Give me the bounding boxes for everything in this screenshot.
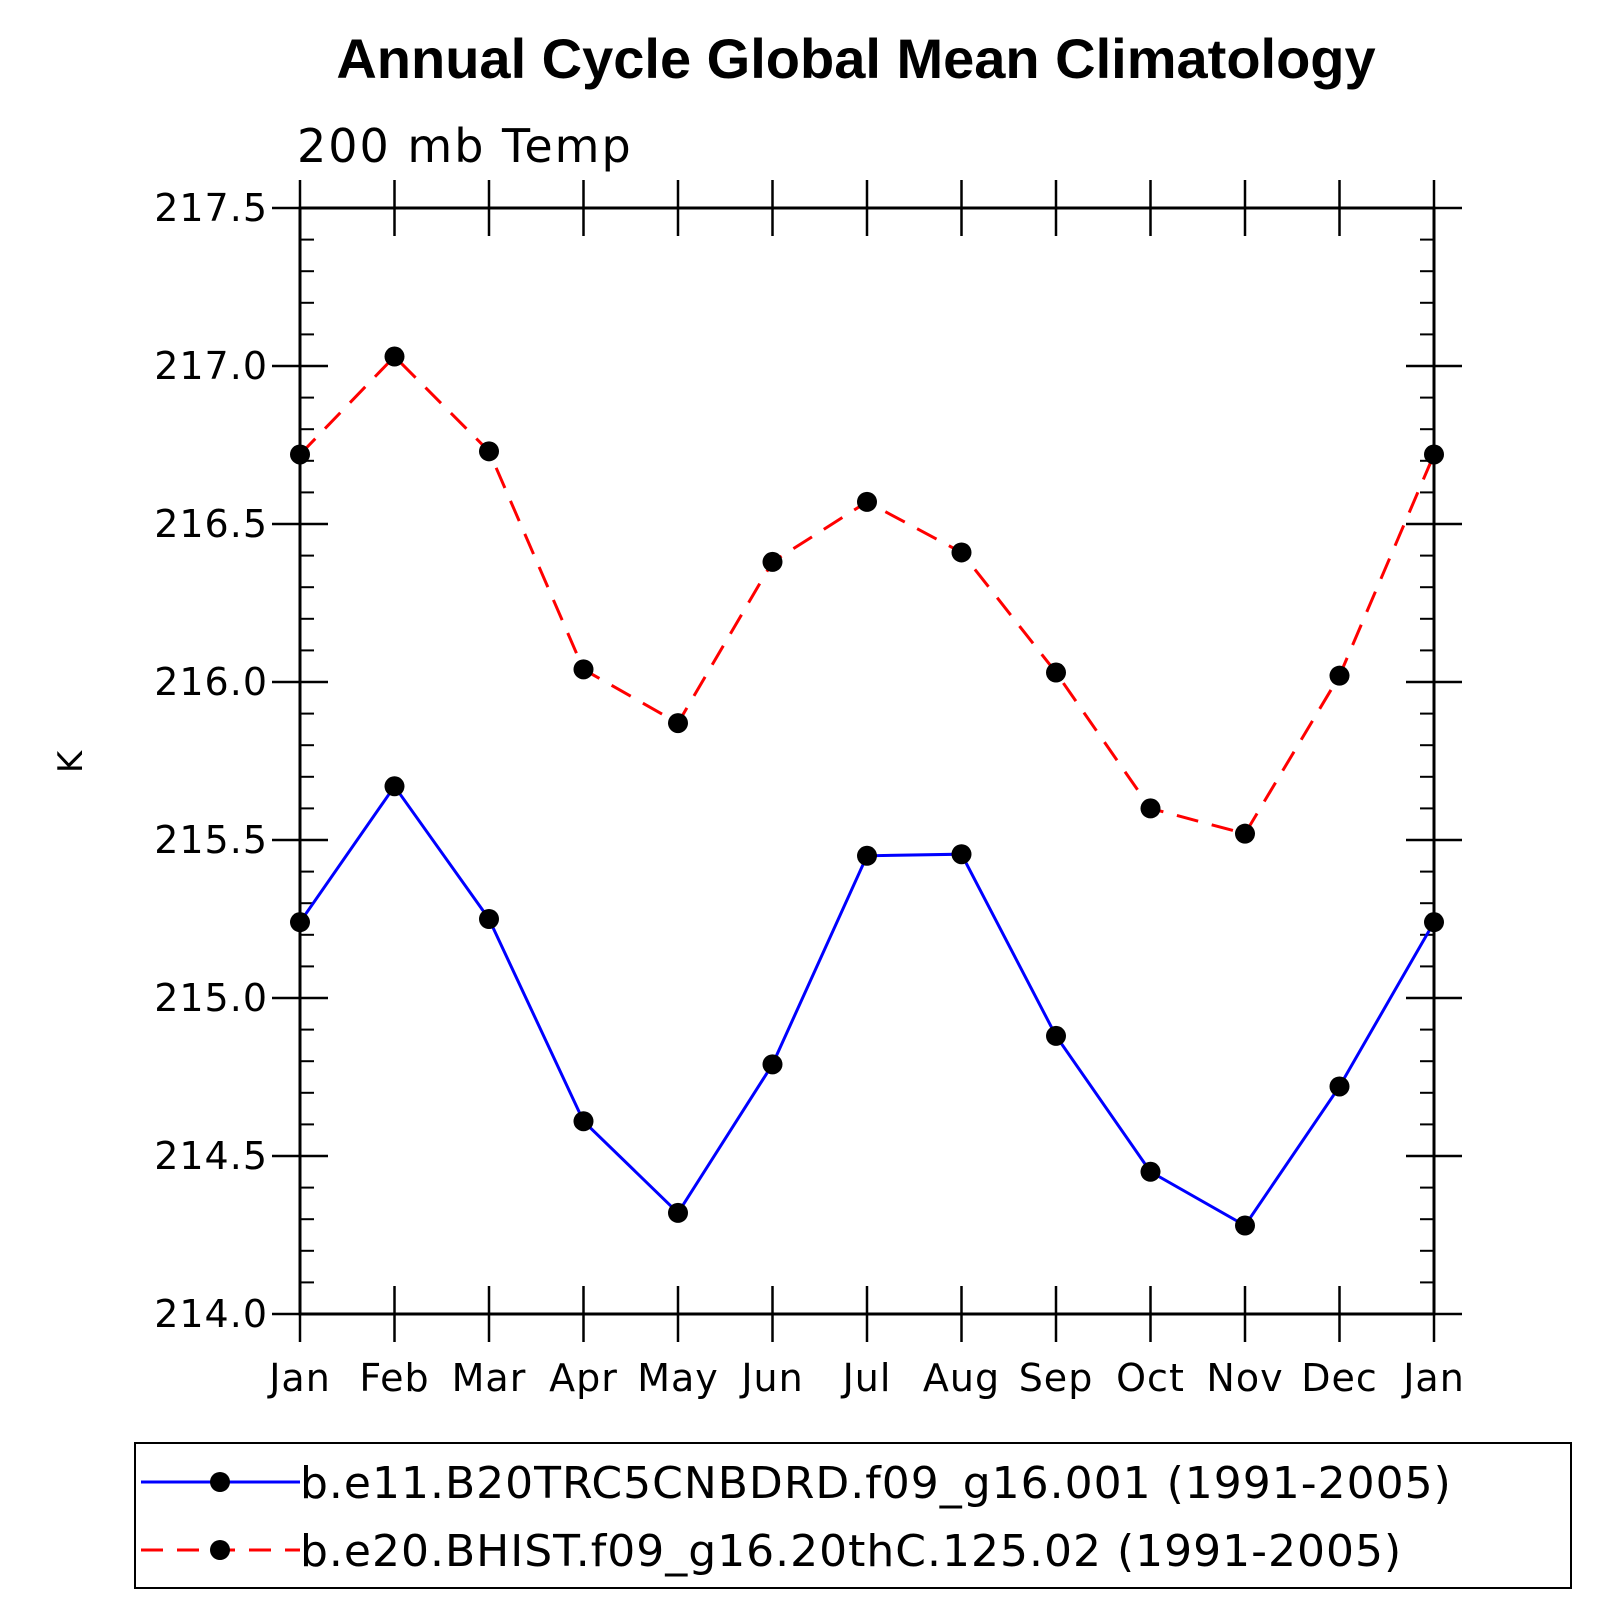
series-2-point [857, 491, 877, 512]
series-1-point [762, 1054, 783, 1075]
legend-frame [134, 1442, 1572, 1589]
series-1-point [951, 844, 972, 865]
series-1-point [1046, 1025, 1066, 1046]
y-tick-labels: 214.0 214.5 215.0 215.5 216.0 216.5 217.0 217.5 [154, 186, 268, 1336]
x-tick-label: Jan [267, 1356, 331, 1400]
x-tick-label: Aug [923, 1356, 1000, 1400]
x-tick-labels: Jan Feb Mar Apr May Jun Jul Aug Sep Oct Nov Dec Jan [267, 1356, 1465, 1400]
x-tick-label: Apr [549, 1356, 618, 1400]
series-2-point [479, 441, 499, 462]
series-2-point [290, 444, 310, 465]
y-tick-label: 215.0 [154, 976, 268, 1020]
series-2-point [1140, 798, 1161, 819]
y-tick-label: 215.5 [154, 818, 268, 862]
series-2-point [1046, 662, 1066, 683]
y-tick-label: 217.0 [154, 344, 268, 388]
legend-marker-series-1 [210, 1472, 230, 1492]
series-1-point [384, 776, 405, 797]
series-2-point [1329, 665, 1350, 686]
x-tick-label: Jul [841, 1356, 892, 1400]
series-group [290, 346, 1444, 1236]
x-tick-label: Jan [1401, 1356, 1465, 1400]
x-tick-label: Oct [1116, 1356, 1185, 1400]
series-2-point [573, 659, 594, 680]
x-tick-label: Feb [359, 1356, 429, 1400]
series-1-point [857, 845, 877, 866]
y-axis-label: K [51, 749, 91, 773]
x-tick-label: Dec [1301, 1356, 1378, 1400]
series-2-point [384, 346, 405, 367]
series-1-point [573, 1111, 594, 1132]
legend: b.e11.B20TRC5CNBDRD.f09_g16.001 (1991-20… [134, 1442, 1572, 1589]
series-2-point [762, 551, 783, 572]
x-tick-label: May [637, 1356, 719, 1400]
series-1-point [1329, 1076, 1350, 1097]
series-2-point [951, 542, 972, 563]
series-2-point [1424, 444, 1444, 465]
series-1-point [290, 912, 310, 933]
series-2-point [1235, 823, 1255, 844]
x-tick-label: Mar [452, 1356, 527, 1400]
series-line-2 [298, 354, 1436, 836]
x-tick-label: Jun [739, 1356, 803, 1400]
y-tick-label: 217.5 [154, 186, 268, 230]
series-1-point [1235, 1215, 1255, 1236]
y-tick-label: 216.5 [154, 502, 268, 546]
y-tick-label: 216.0 [154, 660, 268, 704]
series-1-point [1424, 912, 1444, 933]
legend-label-series-2: b.e20.BHIST.f09_g16.20thC.125.02 (1991-2… [300, 1526, 1402, 1577]
y-tick-label: 214.5 [154, 1134, 268, 1178]
plot-frame [298, 206, 1436, 1316]
legend-marker-series-2 [210, 1540, 230, 1560]
x-tick-label: Sep [1019, 1356, 1094, 1400]
chart-title: Annual Cycle Global Mean Climatology [336, 27, 1375, 90]
series-2-point [668, 713, 688, 734]
x-tick-label: Nov [1206, 1356, 1283, 1400]
y-tick-label: 214.0 [154, 1292, 268, 1336]
series-1-point [668, 1202, 688, 1223]
legend-label-series-1: b.e11.B20TRC5CNBDRD.f09_g16.001 (1991-20… [300, 1458, 1452, 1509]
chart-subtitle: 200 mb Temp [297, 119, 633, 173]
series-1-point [1140, 1161, 1161, 1182]
series-1-point [479, 909, 499, 929]
